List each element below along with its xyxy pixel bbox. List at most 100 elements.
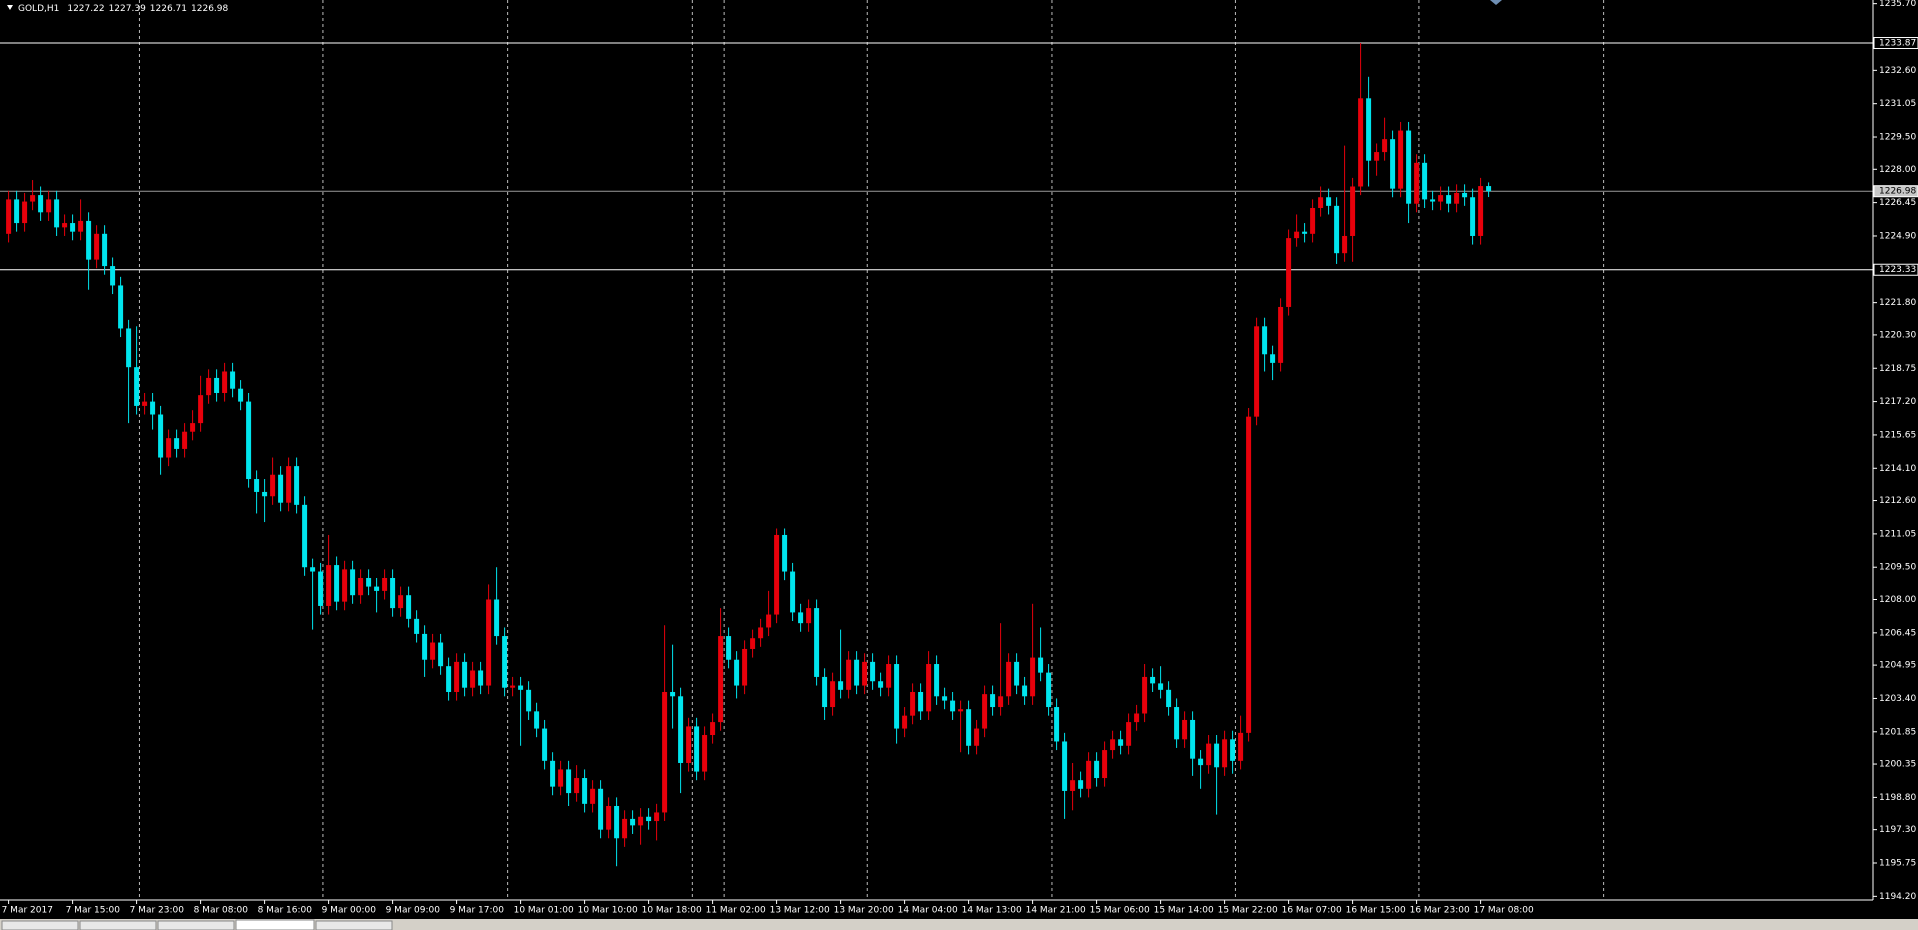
candle-body bbox=[654, 812, 660, 822]
candle-body bbox=[1030, 657, 1036, 697]
tab[interactable] bbox=[1, 920, 79, 930]
horizontal-line-label-box bbox=[1873, 263, 1918, 276]
candle-body bbox=[1454, 192, 1460, 204]
candle-body bbox=[1054, 707, 1060, 742]
candle-body bbox=[1166, 689, 1172, 708]
candle-body bbox=[86, 220, 92, 260]
candle-body bbox=[214, 377, 220, 393]
candle-body bbox=[318, 571, 324, 606]
candle-body bbox=[742, 648, 748, 686]
candle-body bbox=[94, 233, 100, 260]
x-tick-label: 7 Mar 15:00 bbox=[66, 906, 121, 916]
chart-title: GOLD,H1 bbox=[18, 4, 59, 14]
y-tick-label: 1217.20 bbox=[1879, 397, 1916, 407]
candle-body bbox=[222, 371, 228, 393]
candle-body bbox=[1006, 661, 1012, 697]
candle-body bbox=[558, 769, 564, 787]
candle-body bbox=[1470, 197, 1476, 236]
candle-body bbox=[894, 664, 900, 729]
candle-body bbox=[422, 633, 428, 660]
candle-body bbox=[1318, 197, 1324, 209]
candle-body bbox=[854, 659, 860, 686]
candle-body bbox=[1198, 758, 1204, 766]
tab[interactable] bbox=[157, 920, 235, 930]
candle-body bbox=[494, 599, 500, 637]
candle-body bbox=[686, 726, 692, 763]
x-tick-label: 13 Mar 20:00 bbox=[834, 906, 894, 916]
horizontal-line-label: 1233.87 bbox=[1879, 39, 1916, 49]
candle-body bbox=[382, 577, 388, 591]
candle-body bbox=[1142, 676, 1148, 714]
candle-body bbox=[838, 681, 844, 690]
candle-body bbox=[862, 661, 868, 686]
y-tick-label: 1209.50 bbox=[1879, 563, 1916, 573]
candle-body bbox=[982, 694, 988, 729]
candle-body bbox=[126, 328, 132, 368]
candle-body bbox=[750, 638, 756, 649]
candle-body bbox=[1206, 743, 1212, 766]
candle-body bbox=[1294, 231, 1300, 239]
candle-body bbox=[1238, 732, 1244, 761]
candle-body bbox=[446, 666, 452, 692]
candle-body bbox=[398, 595, 404, 609]
candle-body bbox=[1022, 685, 1028, 697]
horizontal-line-label-box bbox=[1873, 37, 1918, 50]
candle-body bbox=[758, 627, 764, 639]
candle-body bbox=[774, 534, 780, 615]
candle-body bbox=[1366, 98, 1372, 161]
y-tick-label: 1226.45 bbox=[1879, 198, 1916, 208]
tab[interactable] bbox=[315, 920, 393, 930]
candle-body bbox=[998, 696, 1004, 708]
candle-body bbox=[966, 709, 972, 746]
candle-body bbox=[1390, 139, 1396, 189]
candle-body bbox=[582, 778, 588, 804]
candle-body bbox=[734, 659, 740, 686]
candle-body bbox=[614, 805, 620, 839]
tab[interactable] bbox=[79, 920, 157, 930]
candle-body bbox=[254, 479, 260, 492]
x-tick-label: 16 Mar 23:00 bbox=[1410, 906, 1470, 916]
y-tick-label: 1208.00 bbox=[1879, 595, 1916, 605]
candle-body bbox=[1078, 780, 1084, 789]
candle-body bbox=[1174, 707, 1180, 740]
candle-body bbox=[542, 728, 548, 761]
candle-body bbox=[1398, 130, 1404, 189]
tab-active[interactable] bbox=[235, 919, 315, 930]
y-tick-label: 1214.10 bbox=[1879, 464, 1916, 474]
candle-body bbox=[1358, 98, 1364, 187]
candle-body bbox=[334, 565, 340, 602]
y-tick-label: 1200.35 bbox=[1879, 760, 1916, 770]
candle-body bbox=[510, 685, 516, 688]
candle-body bbox=[1254, 326, 1260, 417]
symbol-menu-arrow[interactable] bbox=[7, 5, 13, 10]
candle-body bbox=[158, 414, 164, 458]
candle-body bbox=[6, 199, 12, 234]
candle-body bbox=[294, 466, 300, 505]
candle-body bbox=[390, 577, 396, 609]
candle-body bbox=[1486, 186, 1492, 192]
candle-body bbox=[1110, 739, 1116, 751]
y-tick-label: 1198.80 bbox=[1879, 793, 1916, 803]
candle-body bbox=[478, 670, 484, 686]
candle-body bbox=[910, 691, 916, 716]
candle-body bbox=[1270, 354, 1276, 363]
candle-body bbox=[166, 438, 172, 458]
candle-body bbox=[1118, 739, 1124, 746]
candle-body bbox=[974, 728, 980, 746]
candle-body bbox=[142, 401, 148, 406]
candle-body bbox=[374, 586, 380, 591]
candle-body bbox=[886, 664, 892, 688]
candle-body bbox=[518, 685, 524, 690]
candle-body bbox=[662, 691, 668, 813]
candle-body bbox=[782, 534, 788, 572]
tab-bar bbox=[0, 919, 1918, 930]
candle-body bbox=[46, 199, 52, 213]
candle-body bbox=[1038, 657, 1044, 673]
candle-body bbox=[366, 577, 372, 587]
candle-body bbox=[1374, 152, 1380, 161]
x-tick-label: 15 Mar 14:00 bbox=[1154, 906, 1214, 916]
candle-body bbox=[310, 567, 316, 572]
candle-body bbox=[550, 760, 556, 787]
x-tick-label: 9 Mar 09:00 bbox=[386, 906, 441, 916]
